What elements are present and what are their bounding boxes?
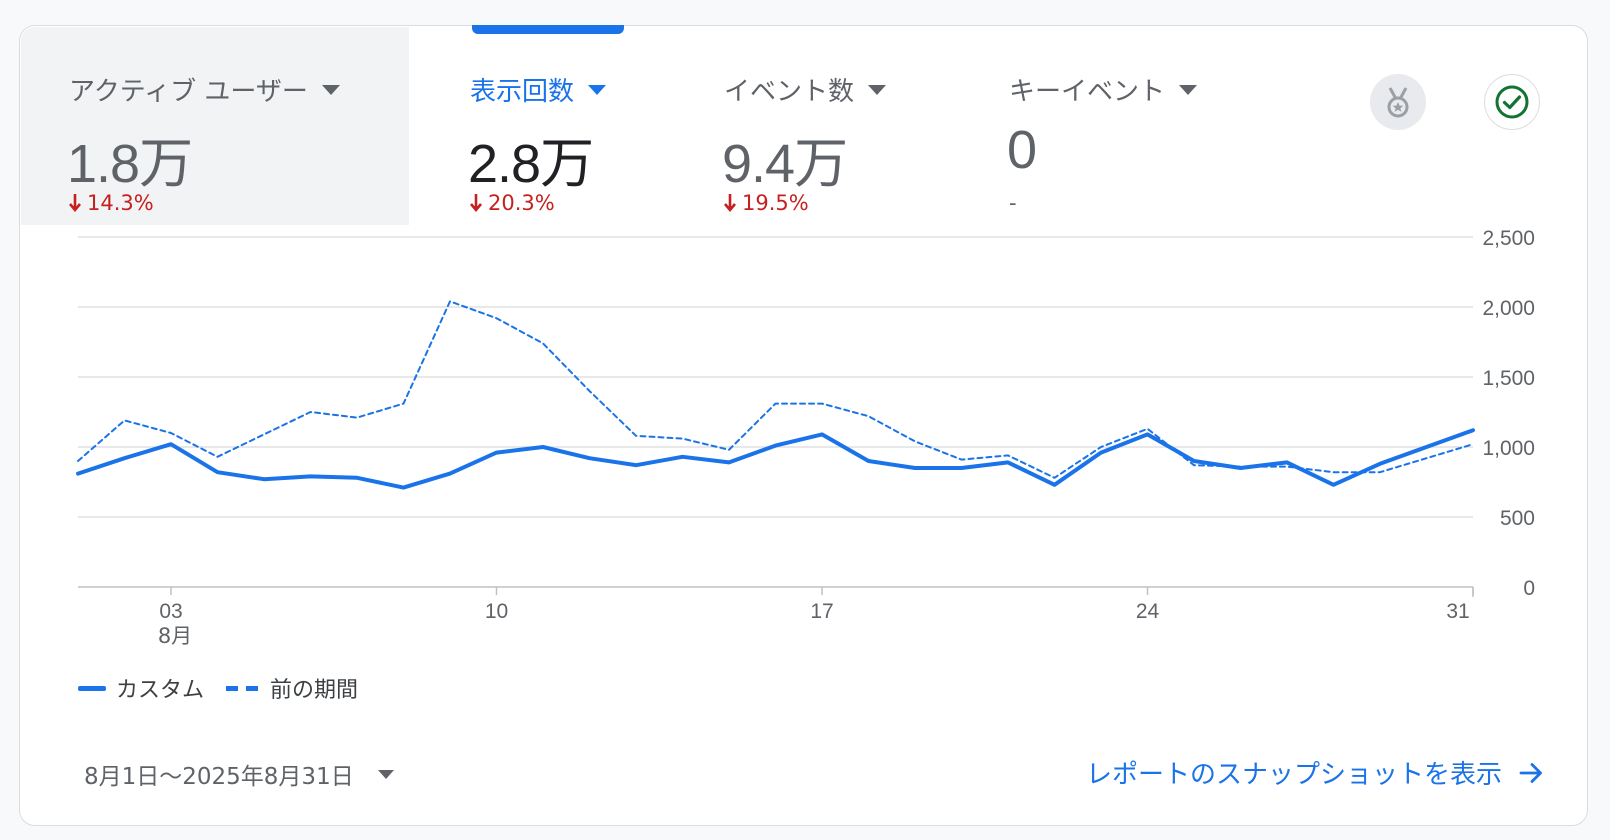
metric-delta-wrap: - — [1009, 191, 1017, 215]
snapshot-link-label: レポートのスナップショットを表示 — [1085, 760, 1502, 790]
metric-delta: 20.3% — [488, 191, 555, 215]
metric-title-wrap: キーイベント — [1009, 71, 1198, 108]
x-tick-label: 17 — [810, 600, 833, 623]
date-range-label: 8月1日〜2025年8月31日 — [84, 764, 354, 790]
metric-value: 2.8万 — [468, 134, 594, 194]
arrow-right-icon — [1519, 762, 1542, 783]
metric-title-wrap: アクティブ ユーザー — [69, 71, 340, 108]
legend-swatch-previous — [226, 685, 261, 691]
metric-title: アクティブ ユーザー — [69, 77, 308, 107]
series-line-current — [76, 428, 1475, 490]
legend-label-previous: 前の期間 — [270, 678, 359, 703]
line-chart: 03 10 17 24 31 8月 2,500 2,000 1,500 1,000 500 0 — [76, 227, 1535, 648]
view-report-snapshot-link[interactable]: レポートのスナップショットを表示 — [1086, 754, 1544, 791]
metric-delta: - — [1009, 191, 1017, 215]
chart-grid — [78, 236, 1473, 588]
caret-down-icon — [377, 769, 394, 779]
insights-medal-button[interactable] — [1370, 74, 1426, 130]
y-tick-label: 2,000 — [1482, 297, 1535, 320]
metric-title: キーイベント — [1009, 77, 1166, 107]
check-circle-icon — [1495, 85, 1529, 119]
metric-title-wrap: イベント数 — [724, 71, 887, 108]
y-tick-label: 0 — [1523, 577, 1535, 600]
status-check-button[interactable] — [1484, 74, 1540, 130]
metric-delta-wrap: 20.3% — [470, 191, 555, 215]
x-tick-label: 03 — [159, 600, 182, 623]
metric-value: 0 — [1007, 120, 1037, 180]
caret-down-icon — [321, 84, 340, 95]
x-tick-label: 10 — [485, 600, 508, 623]
date-range-selector[interactable]: 8月1日〜2025年8月31日 — [84, 757, 394, 791]
metric-title: 表示回数 — [470, 77, 575, 107]
metric-tab-active-users[interactable]: アクティブ ユーザー 1.8万 14.3% — [21, 27, 409, 225]
metric-tab-key-events[interactable]: キーイベント 0 - — [975, 27, 1245, 225]
metric-value: 9.4万 — [722, 134, 848, 194]
caret-down-icon — [868, 84, 887, 95]
x-tick-sublabel: 8月 — [158, 624, 192, 648]
metric-delta: 14.3% — [87, 191, 154, 215]
arrow-down-icon — [69, 194, 81, 213]
y-tick-label: 2,500 — [1482, 227, 1535, 250]
selected-tab-indicator — [472, 25, 624, 34]
metric-title-wrap: 表示回数 — [470, 71, 607, 108]
legend-label-current: カスタム — [116, 678, 205, 703]
legend-swatch-current — [78, 685, 106, 691]
x-axis: 03 10 17 24 31 8月 — [158, 587, 1474, 648]
y-tick-label: 1,500 — [1482, 367, 1535, 390]
metric-delta: 19.5% — [742, 191, 809, 215]
metric-value: 1.8万 — [67, 134, 193, 194]
metric-tab-views[interactable]: 表示回数 2.8万 20.3% — [430, 27, 670, 225]
medal-icon — [1387, 87, 1409, 118]
chart-series — [76, 300, 1475, 490]
metric-title: イベント数 — [724, 77, 855, 107]
x-tick-label: 24 — [1136, 600, 1160, 623]
series-line-previous — [77, 300, 1474, 479]
chart-legend: カスタム 前の期間 — [78, 672, 358, 704]
x-tick-label: 31 — [1446, 600, 1469, 623]
metric-tab-event-count[interactable]: イベント数 9.4万 19.5% — [690, 27, 950, 225]
arrow-down-icon — [724, 194, 736, 213]
y-tick-label: 1,000 — [1482, 437, 1535, 460]
arrow-down-icon — [470, 194, 482, 213]
caret-down-icon — [588, 84, 607, 95]
y-axis: 2,500 2,000 1,500 1,000 500 0 — [1482, 227, 1535, 600]
metric-delta-wrap: 19.5% — [724, 191, 809, 215]
caret-down-icon — [1179, 84, 1198, 95]
y-tick-label: 500 — [1500, 507, 1535, 530]
metric-delta-wrap: 14.3% — [69, 191, 154, 215]
